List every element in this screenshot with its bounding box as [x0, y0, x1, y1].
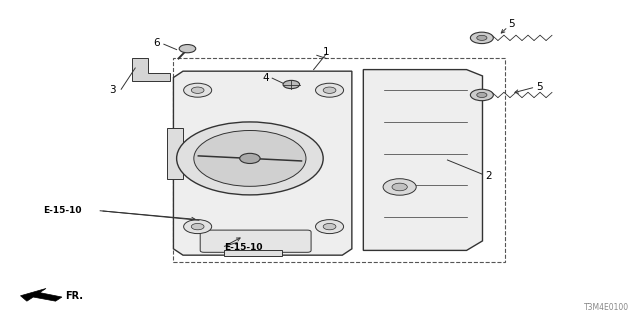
Circle shape [323, 87, 336, 93]
Circle shape [283, 80, 300, 89]
Circle shape [477, 35, 487, 40]
Circle shape [392, 183, 407, 191]
Circle shape [191, 223, 204, 230]
Polygon shape [132, 59, 170, 81]
Circle shape [194, 131, 306, 186]
Polygon shape [173, 71, 352, 255]
Polygon shape [167, 128, 183, 179]
Polygon shape [20, 288, 62, 301]
Text: FR.: FR. [65, 291, 83, 301]
Circle shape [191, 87, 204, 93]
Circle shape [316, 220, 344, 234]
Text: 4: 4 [262, 73, 269, 83]
Text: 2: 2 [486, 171, 492, 181]
Circle shape [240, 153, 260, 164]
Polygon shape [225, 251, 282, 256]
Circle shape [323, 223, 336, 230]
FancyBboxPatch shape [200, 230, 311, 252]
Text: 5: 5 [537, 82, 543, 92]
Circle shape [470, 89, 493, 101]
Text: E-15-10: E-15-10 [225, 243, 263, 252]
Circle shape [316, 83, 344, 97]
Circle shape [184, 220, 212, 234]
Text: 6: 6 [153, 38, 159, 48]
Circle shape [470, 32, 493, 44]
Circle shape [383, 179, 416, 195]
Polygon shape [364, 69, 483, 251]
Circle shape [177, 122, 323, 195]
Bar [173, 59, 505, 261]
Circle shape [477, 92, 487, 98]
Circle shape [179, 44, 196, 53]
Text: 5: 5 [508, 19, 515, 28]
Text: 3: 3 [109, 85, 116, 95]
Circle shape [184, 83, 212, 97]
Text: 1: 1 [323, 47, 330, 57]
Text: E-15-10: E-15-10 [43, 206, 81, 215]
Text: T3M4E0100: T3M4E0100 [584, 303, 629, 312]
